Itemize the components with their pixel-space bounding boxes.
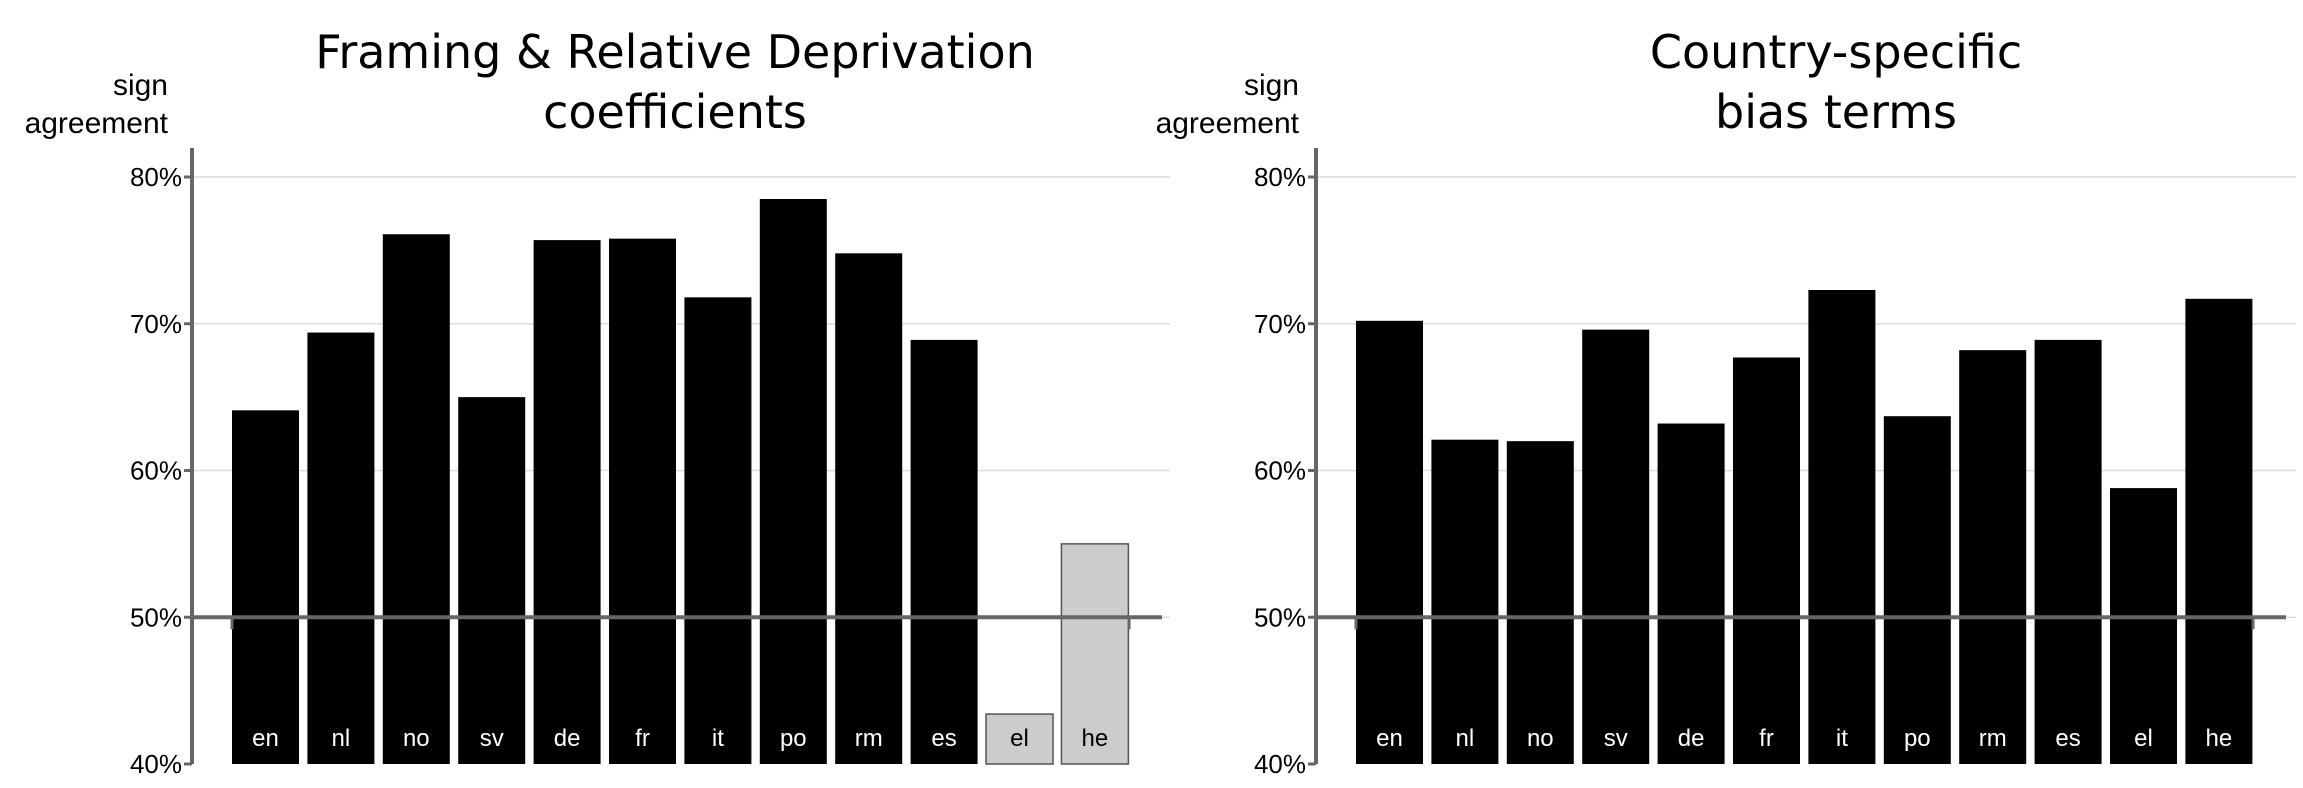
x-category-label: de bbox=[554, 725, 581, 752]
bar-el bbox=[985, 713, 1054, 765]
x-category-label: es bbox=[931, 725, 956, 752]
bar-po bbox=[1883, 416, 1951, 764]
bar-en bbox=[1356, 320, 1423, 764]
y-tick-label: 60% bbox=[1254, 456, 1306, 486]
bar-sv bbox=[1582, 329, 1650, 764]
x-category-label: no bbox=[403, 725, 430, 752]
x-category-label: po bbox=[780, 725, 807, 752]
x-category-label: nl bbox=[332, 725, 351, 752]
x-category-label: he bbox=[1082, 725, 1109, 752]
bar-rm bbox=[835, 253, 903, 764]
x-category-label: sv bbox=[480, 725, 504, 752]
y-tick-label: 70% bbox=[130, 309, 182, 339]
bar-he bbox=[1060, 543, 1130, 765]
y-axis-label-line: agreement bbox=[1156, 107, 1300, 140]
y-axis-label-line: sign bbox=[113, 69, 168, 102]
x-category-label: de bbox=[1678, 725, 1705, 752]
bar-en bbox=[232, 410, 299, 764]
x-category-label: po bbox=[1904, 725, 1931, 752]
bar-de bbox=[1657, 423, 1725, 764]
bar-no bbox=[1506, 441, 1574, 764]
bar-no bbox=[382, 234, 450, 765]
x-category-label: nl bbox=[1456, 725, 1475, 752]
chart-panel-framing: Framing & Relative Deprivation coefficien… bbox=[25, 25, 1170, 779]
y-tick-label: 70% bbox=[1254, 309, 1306, 339]
x-category-label: rm bbox=[1979, 725, 2007, 752]
bar-sv bbox=[458, 397, 526, 764]
x-category-label: en bbox=[252, 725, 279, 752]
chart-title-line: coefficients bbox=[543, 85, 807, 139]
bar-po bbox=[759, 199, 827, 764]
x-category-label: rm bbox=[855, 725, 883, 752]
y-tick-label: 60% bbox=[130, 456, 182, 486]
bar-it bbox=[684, 297, 752, 764]
x-category-label: he bbox=[2206, 725, 2233, 752]
bar-he bbox=[2185, 298, 2253, 764]
bar-nl bbox=[1431, 439, 1499, 764]
y-tick-label: 80% bbox=[1254, 162, 1306, 192]
bar-fr bbox=[1733, 357, 1800, 764]
x-category-label: en bbox=[1376, 725, 1403, 752]
y-tick-label: 50% bbox=[130, 602, 182, 632]
chart-title-line: Country-specific bbox=[1650, 25, 2022, 79]
bar-nl bbox=[307, 332, 375, 764]
y-tick-label: 50% bbox=[1254, 602, 1306, 632]
y-tick-label: 80% bbox=[130, 162, 182, 192]
x-category-label: it bbox=[712, 725, 724, 752]
x-category-label: el bbox=[1010, 725, 1029, 752]
x-category-label: es bbox=[2055, 725, 2080, 752]
x-category-label: sv bbox=[1604, 725, 1628, 752]
bar-el bbox=[2110, 488, 2177, 764]
y-axis-label-line: sign bbox=[1244, 69, 1299, 102]
y-tick-label: 40% bbox=[130, 749, 182, 779]
bar-fr bbox=[609, 238, 676, 764]
bar-es bbox=[910, 339, 978, 764]
bar-de bbox=[533, 240, 601, 765]
x-category-label: fr bbox=[635, 725, 650, 752]
chart-title-line: Framing & Relative Deprivation bbox=[315, 25, 1035, 79]
y-axis-label-line: agreement bbox=[25, 107, 169, 140]
chart-panel-bias-terms: Country-specific bias terms sign agreement 4… bbox=[1156, 25, 2296, 779]
bar-rm bbox=[1959, 350, 2027, 764]
x-category-label: fr bbox=[1759, 725, 1774, 752]
bar-es bbox=[2034, 339, 2102, 764]
chart-title-line: bias terms bbox=[1715, 85, 1957, 139]
x-category-label: it bbox=[1836, 725, 1848, 752]
x-category-label: no bbox=[1527, 725, 1554, 752]
x-category-label: el bbox=[2134, 725, 2153, 752]
bar-it bbox=[1808, 289, 1876, 764]
y-tick-label: 40% bbox=[1254, 749, 1306, 779]
